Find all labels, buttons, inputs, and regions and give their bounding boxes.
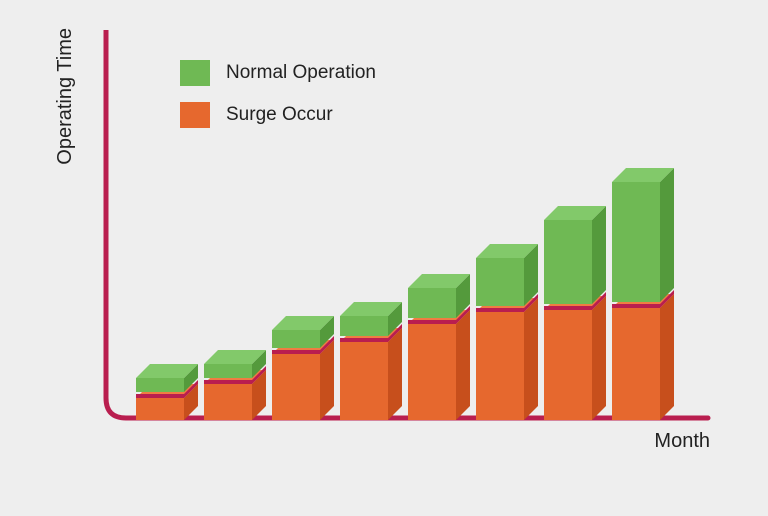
chart-area xyxy=(108,60,698,420)
y-axis-label: Operating Time xyxy=(54,28,77,165)
x-axis-label: Month xyxy=(654,430,710,453)
bars-container xyxy=(108,60,698,420)
